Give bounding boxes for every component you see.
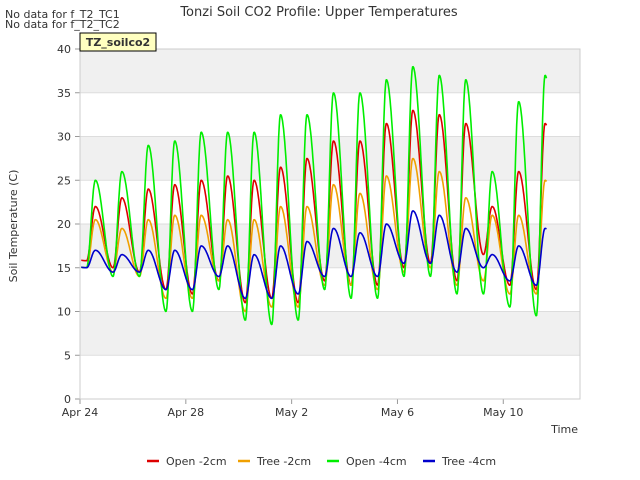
y-tick-label: 40 (57, 43, 71, 56)
y-tick-label: 25 (57, 174, 71, 187)
x-tick-label: May 2 (275, 406, 308, 419)
grid-band (80, 311, 580, 356)
series-line (81, 65, 548, 326)
plot-frame (79, 48, 581, 400)
y-tick-label: 15 (57, 262, 71, 275)
x-axis: Apr 24 Apr 28 May 2 May 6 May 10 (62, 399, 523, 419)
no-data-note: No data for f_T2_TC2 (5, 18, 120, 31)
y-axis: 0 5 10 15 20 25 30 35 40 (57, 43, 80, 406)
x-tick-label: May 10 (483, 406, 523, 419)
series-line (81, 157, 548, 313)
y-tick-label: 5 (64, 349, 71, 362)
grid-band (80, 92, 580, 137)
x-axis-label: Time (550, 423, 578, 436)
series-line (81, 210, 547, 300)
x-tick-label: May 6 (381, 406, 414, 419)
y-tick-label: 10 (57, 306, 71, 319)
grid-band (80, 49, 580, 93)
legend: Open -2cm Tree -2cm Open -4cm Tree -4cm (147, 455, 496, 468)
legend-label: Tree -4cm (441, 455, 496, 468)
legend-label: Tree -2cm (256, 455, 311, 468)
plot-lines (81, 65, 548, 326)
y-tick-label: 0 (64, 393, 71, 406)
y-tick-label: 30 (57, 131, 71, 144)
legend-label: Open -4cm (346, 455, 407, 468)
chart-title: Tonzi Soil CO2 Profile: Upper Temperatur… (179, 5, 458, 20)
grid-band (80, 355, 580, 399)
site-badge-label: TZ_soilco2 (86, 36, 150, 49)
y-axis-label: Soil Temperature (C) (7, 170, 20, 283)
no-data-note: No data for f_T2_TC1 (5, 8, 120, 21)
y-tick-label: 35 (57, 87, 71, 100)
x-tick-label: Apr 28 (168, 406, 205, 419)
site-badge: TZ_soilco2 (79, 32, 157, 52)
legend-label: Open -2cm (166, 455, 227, 468)
y-tick-label: 20 (57, 218, 71, 231)
x-tick-label: Apr 24 (62, 406, 99, 419)
